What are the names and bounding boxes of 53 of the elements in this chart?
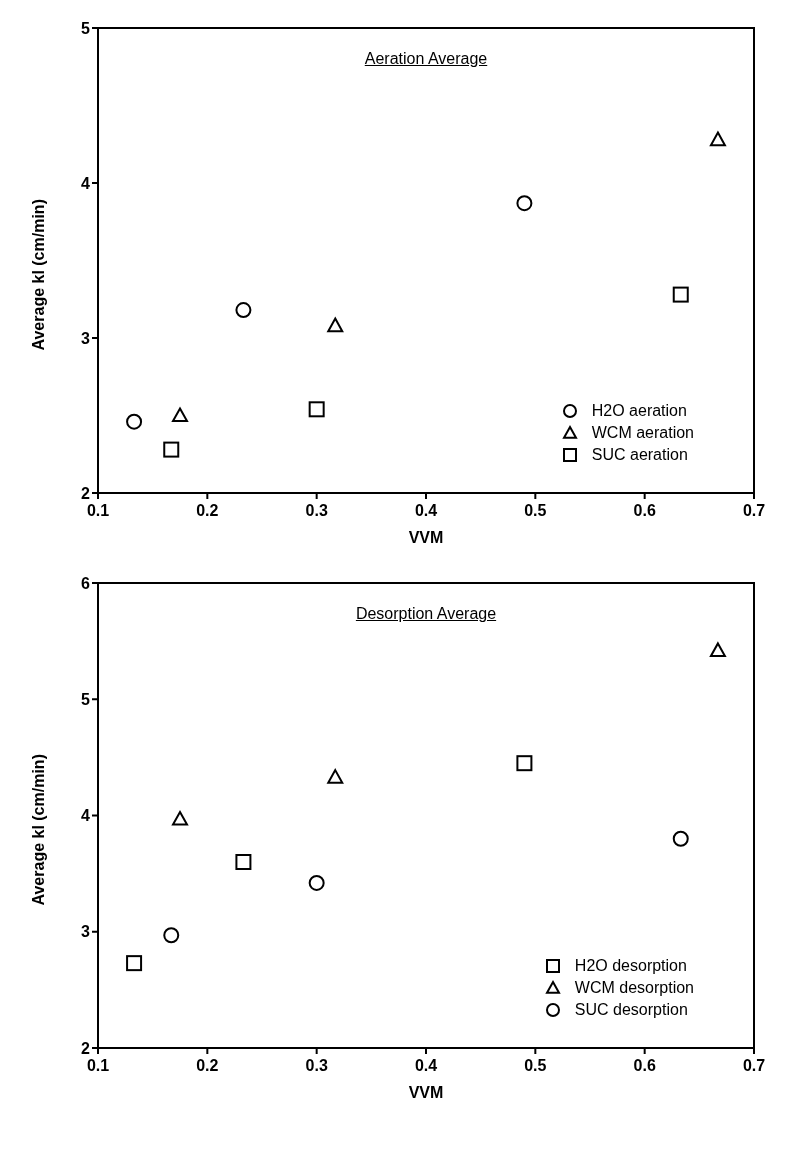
x-tick-label: 0.6 bbox=[633, 1057, 656, 1075]
x-tick-label: 0.1 bbox=[86, 1057, 110, 1075]
point bbox=[163, 927, 180, 944]
point bbox=[516, 755, 533, 772]
y-tick-label: 2 bbox=[81, 1039, 91, 1057]
y-tick-label: 4 bbox=[81, 174, 91, 192]
y-axis-title: Average kl (cm/min) bbox=[29, 754, 47, 906]
point bbox=[709, 131, 726, 147]
point bbox=[308, 874, 325, 891]
point bbox=[327, 769, 344, 784]
legend-label: SUC aeration bbox=[591, 446, 688, 464]
x-tick-label: 0.3 bbox=[305, 502, 328, 520]
y-tick-label: 3 bbox=[81, 329, 91, 347]
x-tick-label: 0.3 bbox=[305, 1057, 328, 1075]
point bbox=[235, 854, 252, 870]
point bbox=[672, 830, 689, 847]
x-tick-label: 0.6 bbox=[633, 502, 656, 520]
y-axis-title: Average kl (cm/min) bbox=[29, 199, 47, 351]
x-axis-title: VVM bbox=[408, 1084, 444, 1101]
x-tick-label: 0.1 bbox=[86, 502, 110, 520]
y-tick-label: 6 bbox=[81, 574, 91, 592]
point bbox=[126, 413, 143, 430]
x-tick-label: 0.7 bbox=[742, 1057, 766, 1075]
point bbox=[327, 317, 344, 333]
point bbox=[235, 302, 252, 319]
x-tick-label: 0.5 bbox=[524, 502, 547, 520]
x-tick-label: 0.5 bbox=[524, 1057, 547, 1075]
x-axis-title: VVM bbox=[408, 529, 444, 546]
x-tick-label: 0.4 bbox=[414, 1057, 438, 1075]
point bbox=[672, 286, 689, 303]
point bbox=[172, 407, 188, 423]
x-tick-label: 0.2 bbox=[196, 502, 219, 520]
point bbox=[172, 810, 188, 826]
legend-label: H2O desorption bbox=[574, 957, 687, 975]
x-tick-label: 0.4 bbox=[414, 502, 438, 520]
y-tick-label: 5 bbox=[81, 19, 91, 37]
point bbox=[308, 401, 325, 418]
y-tick-label: 4 bbox=[81, 807, 91, 825]
text: Desorption Average bbox=[354, 605, 498, 623]
point bbox=[126, 955, 143, 972]
y-tick-label: 3 bbox=[81, 923, 91, 941]
point bbox=[163, 441, 180, 458]
text: Aeration Average bbox=[363, 50, 489, 68]
x-tick-label: 0.7 bbox=[742, 502, 766, 520]
x-tick-label: 0.2 bbox=[196, 1057, 219, 1075]
legend-label: WCM desorption bbox=[574, 979, 694, 997]
legend-label: SUC desorption bbox=[574, 1001, 688, 1019]
y-tick-label: 5 bbox=[81, 690, 91, 708]
point bbox=[709, 642, 726, 658]
legend-label: H2O aeration bbox=[591, 402, 687, 420]
point bbox=[516, 195, 533, 212]
y-tick-label: 2 bbox=[81, 484, 91, 502]
legend-label: WCM aeration bbox=[591, 424, 694, 442]
